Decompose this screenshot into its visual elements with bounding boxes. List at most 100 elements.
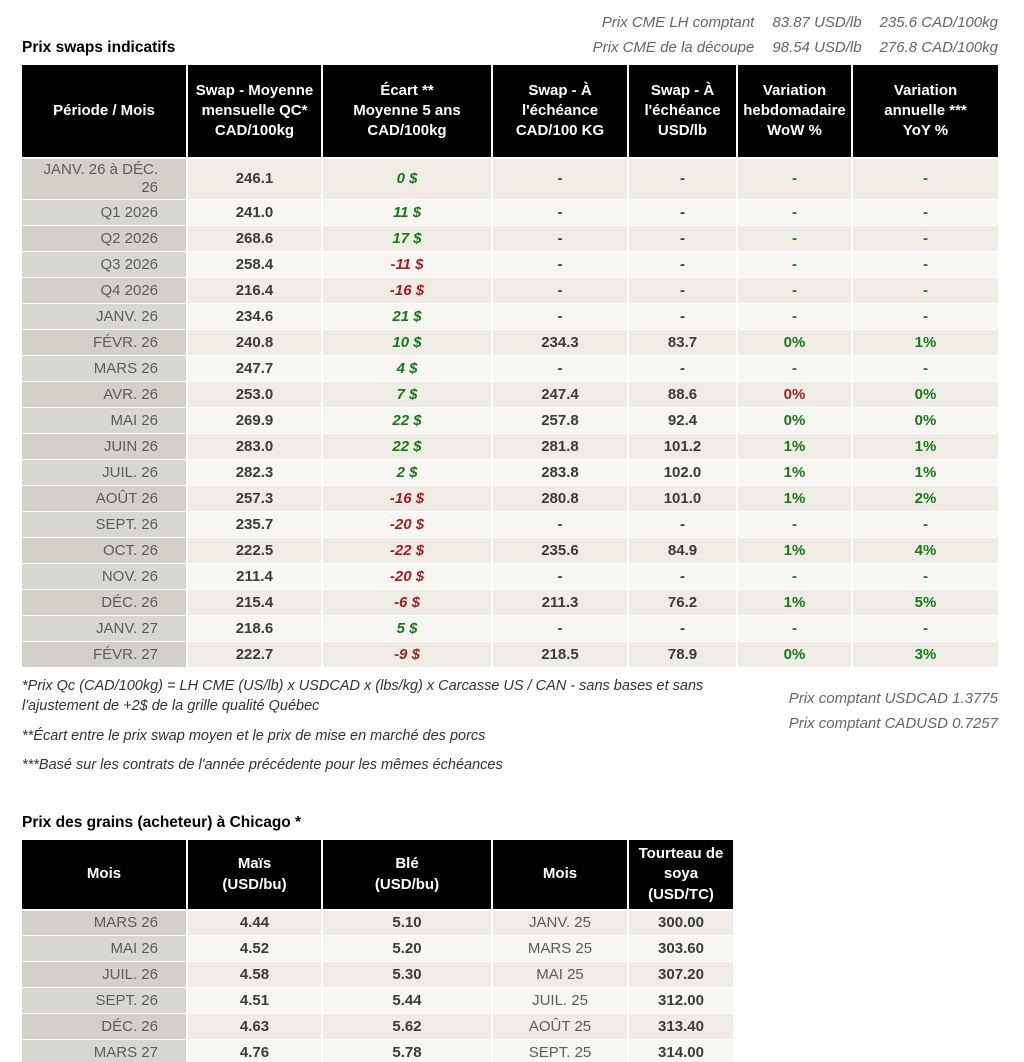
swaps-row: FÉVR. 27 222.7 -9 $218.5 78.9 0% 3% — [22, 641, 998, 668]
swap-avg-cell: 211.4 — [187, 563, 323, 590]
yoy-cell: 5% — [852, 589, 998, 616]
swap-due-usd-cell: 101.2 — [628, 433, 738, 460]
col-header-mois-1: Mois — [22, 840, 188, 911]
swap-due-cad-cell: - — [492, 511, 629, 538]
wow-cell: - — [737, 277, 853, 304]
period-cell: AVR. 26 — [22, 381, 188, 408]
swaps-section-title: Prix swaps indicatifs — [22, 38, 176, 56]
period-cell: Q1 2026 — [22, 199, 188, 226]
cme-lh-cad-value: 235.6 CAD/100kg — [879, 14, 998, 31]
period-cell: JUIN 26 — [22, 433, 188, 460]
month-cell: MARS 26 — [22, 909, 188, 937]
swap-due-usd-cell: - — [628, 277, 738, 304]
swap-due-cad-cell: 235.6 — [492, 537, 629, 564]
corn-cell: 4.63 — [187, 1013, 323, 1041]
swap-due-usd-cell: 76.2 — [628, 589, 738, 616]
swap-avg-cell: 241.0 — [187, 199, 323, 226]
swaps-row: NOV. 26 211.4 -20 $ - - - - — [22, 563, 998, 590]
ecart-cell: -9 $ — [322, 641, 493, 668]
wheat-cell: 5.10 — [322, 909, 493, 937]
period-cell: SEPT. 26 — [22, 511, 188, 538]
swap-due-usd-cell: - — [628, 158, 738, 200]
swap-due-usd-cell: 84.9 — [628, 537, 738, 564]
month2-cell: MAI 25 — [492, 961, 629, 989]
swap-due-usd-cell: 92.4 — [628, 407, 738, 434]
wow-cell: - — [737, 563, 853, 590]
swap-due-cad-cell: 281.8 — [492, 433, 629, 460]
ecart-cell: 17 $ — [322, 225, 493, 252]
swaps-table-body: JANV. 26 à DÉC. 26 246.1 0 $ - - - - Q1 2026 241… — [22, 158, 998, 668]
wow-cell: 0% — [737, 641, 853, 668]
period-cell: DÉC. 26 — [22, 589, 188, 616]
month2-cell: SEPT. 25 — [492, 1039, 629, 1062]
ecart-cell: 22 $ — [322, 433, 493, 460]
period-cell: JUIL. 26 — [22, 459, 188, 486]
ecart-cell: 22 $ — [322, 407, 493, 434]
period-cell: FÉVR. 27 — [22, 641, 188, 668]
swap-due-cad-cell: 247.4 — [492, 381, 629, 408]
swap-due-usd-cell: - — [628, 563, 738, 590]
swap-due-usd-cell: 88.6 — [628, 381, 738, 408]
yoy-cell: 0% — [852, 381, 998, 408]
swap-avg-cell: 282.3 — [187, 459, 323, 486]
swaps-row: AVR. 26 253.0 7 $247.4 88.6 0% 0% — [22, 381, 998, 408]
grains-row: MARS 26 4.44 5.10 JANV. 25 300.00 — [22, 909, 733, 937]
grains-section: Prix des grains (acheteur) à Chicago * M… — [22, 814, 998, 1062]
swap-avg-cell: 222.5 — [187, 537, 323, 564]
col-header-swap-echeance-usd: Swap - À l'échéance USD/lb — [628, 65, 738, 159]
ecart-cell: 0 $ — [322, 158, 493, 200]
footnote-ecart: **Écart entre le prix swap moyen et le p… — [22, 727, 486, 744]
ecart-cell: 10 $ — [322, 329, 493, 356]
soymeal-cell: 313.40 — [628, 1013, 733, 1041]
wow-cell: 1% — [737, 485, 853, 512]
ecart-cell: 7 $ — [322, 381, 493, 408]
corn-cell: 4.44 — [187, 909, 323, 937]
month-cell: JUIL. 26 — [22, 961, 188, 989]
corn-cell: 4.58 — [187, 961, 323, 989]
swaps-footnotes: *Prix Qc (CAD/100kg) = LH CME (US/lb) x … — [22, 676, 767, 784]
period-cell: JANV. 26 à DÉC. 26 — [22, 158, 188, 200]
ecart-cell: -11 $ — [322, 251, 493, 278]
swaps-row: JANV. 27 218.6 5 $ - - - - — [22, 615, 998, 642]
swap-avg-cell: 246.1 — [187, 158, 323, 200]
yoy-cell: - — [852, 277, 998, 304]
period-cell: MAI 26 — [22, 407, 188, 434]
yoy-cell: 1% — [852, 459, 998, 486]
soymeal-cell: 307.20 — [628, 961, 733, 989]
swap-avg-cell: 234.6 — [187, 303, 323, 330]
swap-avg-cell: 253.0 — [187, 381, 323, 408]
swap-due-usd-cell: - — [628, 199, 738, 226]
period-cell: FÉVR. 26 — [22, 329, 188, 356]
month2-cell: JANV. 25 — [492, 909, 629, 937]
yoy-cell: 4% — [852, 537, 998, 564]
swap-avg-cell: 215.4 — [187, 589, 323, 616]
swap-due-cad-cell: 280.8 — [492, 485, 629, 512]
swap-avg-cell: 240.8 — [187, 329, 323, 356]
yoy-cell: 1% — [852, 433, 998, 460]
corn-cell: 4.52 — [187, 935, 323, 963]
swap-avg-cell: 218.6 — [187, 615, 323, 642]
wow-cell: - — [737, 355, 853, 382]
yoy-cell: - — [852, 355, 998, 382]
ecart-cell: -16 $ — [322, 485, 493, 512]
swaps-row: Q4 2026 216.4 -16 $ - - - - — [22, 277, 998, 304]
wow-cell: 0% — [737, 329, 853, 356]
swap-due-cad-cell: - — [492, 563, 629, 590]
grains-table-header: Mois Maïs (USD/bu) Blé (USD/bu) Mois Tou… — [22, 840, 733, 911]
month2-cell: MARS 25 — [492, 935, 629, 963]
swap-due-usd-cell: - — [628, 251, 738, 278]
wheat-cell: 5.78 — [322, 1039, 493, 1062]
soymeal-cell: 312.00 — [628, 987, 733, 1015]
ecart-cell: -20 $ — [322, 563, 493, 590]
swap-due-usd-cell: - — [628, 355, 738, 382]
grains-header-row: Mois Maïs (USD/bu) Blé (USD/bu) Mois Tou… — [22, 840, 733, 911]
col-header-variation-yoy: Variation annuelle *** YoY % — [852, 65, 998, 159]
cme-lh-label: Prix CME LH comptant — [601, 14, 755, 31]
swap-due-cad-cell: - — [492, 199, 629, 226]
wow-cell: - — [737, 251, 853, 278]
ecart-cell: -6 $ — [322, 589, 493, 616]
fx-spot-rates: Prix comptant USDCAD 1.3775 Prix comptan… — [789, 676, 998, 740]
yoy-cell: 1% — [852, 329, 998, 356]
yoy-cell: - — [852, 511, 998, 538]
swaps-row: Q3 2026 258.4 -11 $ - - - - — [22, 251, 998, 278]
